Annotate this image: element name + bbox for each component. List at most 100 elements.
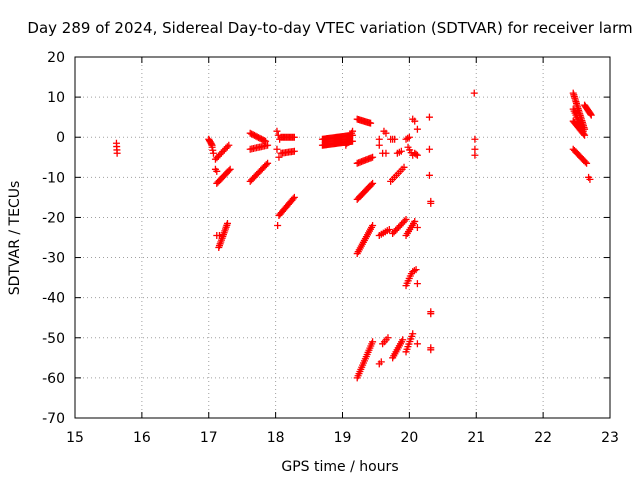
data-point	[207, 140, 215, 148]
data-point	[581, 131, 589, 139]
data-point	[399, 336, 407, 344]
x-tick-label: 22	[534, 430, 552, 446]
data-point	[369, 153, 377, 161]
data-point	[273, 145, 281, 153]
data-point	[225, 141, 233, 149]
data-point	[375, 141, 383, 149]
data-point	[411, 217, 419, 225]
data-point	[411, 117, 419, 125]
data-point	[391, 135, 399, 143]
data-point	[264, 159, 272, 167]
data-point	[367, 119, 375, 127]
data-point	[413, 151, 421, 159]
x-tick-label: 23	[601, 430, 619, 446]
data-point	[405, 133, 413, 141]
y-tick-label: -10	[42, 170, 65, 186]
data-point	[113, 149, 121, 157]
data-point	[587, 111, 595, 119]
data-point	[274, 221, 282, 229]
data-point	[409, 330, 417, 338]
data-point	[275, 153, 283, 161]
data-point	[413, 223, 421, 231]
data-point	[413, 280, 421, 288]
grid	[75, 57, 610, 418]
y-axis-label: SDTVAR / TECUs	[7, 181, 23, 296]
data-point	[427, 308, 435, 316]
data-point	[369, 338, 377, 346]
data-point	[273, 127, 281, 135]
data-point	[290, 147, 298, 155]
data-point	[427, 346, 435, 354]
data-point	[470, 89, 478, 97]
data-point	[397, 147, 405, 155]
data-point	[471, 145, 479, 153]
x-tick-label: 19	[334, 430, 352, 446]
y-axis-ticks: 20 10 0 -10 -20 -30 -40 -50 -60 -70	[42, 50, 610, 427]
data-point	[471, 151, 479, 159]
y-tick-label: -40	[42, 291, 65, 307]
data-point	[262, 161, 270, 169]
data-point	[384, 334, 392, 342]
data-point	[290, 193, 298, 201]
x-tick-label: 17	[200, 430, 218, 446]
data-point	[400, 163, 408, 171]
data-point	[290, 133, 298, 141]
y-tick-label: -30	[42, 251, 65, 267]
data-point	[382, 129, 390, 137]
data-point	[471, 135, 479, 143]
x-tick-label: 21	[467, 430, 485, 446]
data-point	[225, 167, 233, 175]
data-point	[209, 149, 217, 157]
data-point	[385, 225, 393, 233]
data-point	[404, 134, 412, 142]
data-point	[375, 135, 383, 143]
data-point	[410, 267, 418, 275]
data-point	[581, 158, 589, 166]
data-point	[223, 143, 231, 151]
data-point	[369, 179, 377, 187]
y-tick-label: -50	[42, 331, 65, 347]
data-point	[208, 143, 216, 151]
data-point	[425, 171, 433, 179]
data-point	[223, 219, 231, 227]
x-axis-ticks: 15 16 17 18 19 20 21 22 23	[66, 57, 619, 446]
data-point	[413, 125, 421, 133]
data-point	[367, 181, 375, 189]
x-tick-label: 18	[267, 430, 285, 446]
x-tick-label: 15	[66, 430, 84, 446]
data-point	[226, 165, 234, 173]
data-point	[377, 358, 385, 366]
data-point	[413, 340, 421, 348]
data-point	[213, 167, 221, 175]
data-points	[112, 89, 595, 382]
x-tick-label: 16	[133, 430, 151, 446]
data-point	[401, 217, 409, 225]
data-point	[425, 113, 433, 121]
data-point	[587, 110, 595, 118]
y-tick-label: -70	[42, 411, 65, 427]
y-tick-label: 0	[56, 130, 65, 146]
data-point	[427, 197, 435, 205]
plot-frame	[74, 56, 611, 419]
x-axis-label: GPS time / hours	[281, 459, 398, 475]
data-point	[215, 231, 223, 239]
data-point	[289, 195, 297, 203]
y-tick-label: -60	[42, 371, 65, 387]
data-point	[209, 146, 217, 154]
data-point	[264, 141, 272, 149]
y-tick-label: 10	[47, 90, 65, 106]
data-point	[425, 145, 433, 153]
data-point	[349, 127, 357, 135]
y-tick-label: 20	[47, 50, 65, 66]
x-tick-label: 20	[400, 430, 418, 446]
data-point	[382, 149, 390, 157]
chart-title: Day 289 of 2024, Sidereal Day-to-day VTE…	[27, 19, 632, 37]
data-point	[402, 215, 410, 223]
data-point	[579, 127, 587, 135]
data-point	[412, 150, 420, 158]
data-point	[369, 221, 377, 229]
data-point	[583, 159, 591, 167]
data-point	[412, 266, 420, 274]
